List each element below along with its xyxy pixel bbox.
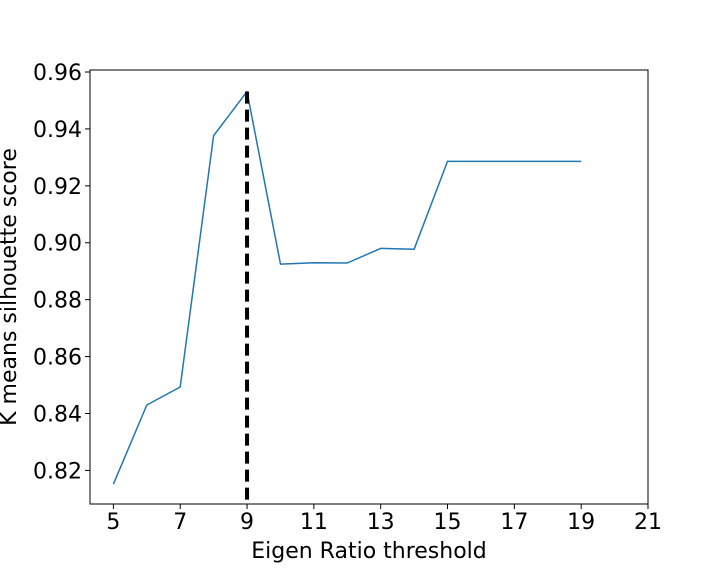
x-tick-label: 15 [434, 510, 462, 535]
x-axis-ticks: 5 7 9 11 13 15 17 19 21 [106, 504, 662, 535]
x-axis-label: Eigen Ratio threshold [251, 539, 487, 564]
series-line [112, 90, 582, 485]
x-tick-label: 13 [367, 510, 395, 535]
y-tick-label: 0.84 [33, 403, 82, 428]
y-axis-label: K means silhouette score [0, 148, 22, 426]
x-tick-label: 9 [240, 510, 254, 535]
x-tick-label: 19 [567, 510, 595, 535]
x-tick-label: 7 [173, 510, 187, 535]
y-tick-label: 0.92 [33, 175, 82, 200]
y-tick-label: 0.96 [33, 61, 82, 86]
y-tick-label: 0.94 [33, 118, 82, 143]
y-tick-label: 0.86 [33, 346, 82, 371]
x-tick-label: 5 [106, 510, 120, 535]
x-tick-label: 17 [500, 510, 528, 535]
y-tick-label: 0.90 [33, 232, 82, 257]
y-tick-label: 0.82 [33, 459, 82, 484]
data-marks [112, 90, 582, 504]
y-tick-label: 0.88 [33, 289, 82, 314]
y-axis-ticks: 0.82 0.84 0.86 0.88 0.90 0.92 0.94 0.96 [33, 61, 90, 484]
x-tick-label: 11 [300, 510, 328, 535]
plot-area [89, 69, 649, 505]
x-tick-label: 21 [634, 510, 662, 535]
